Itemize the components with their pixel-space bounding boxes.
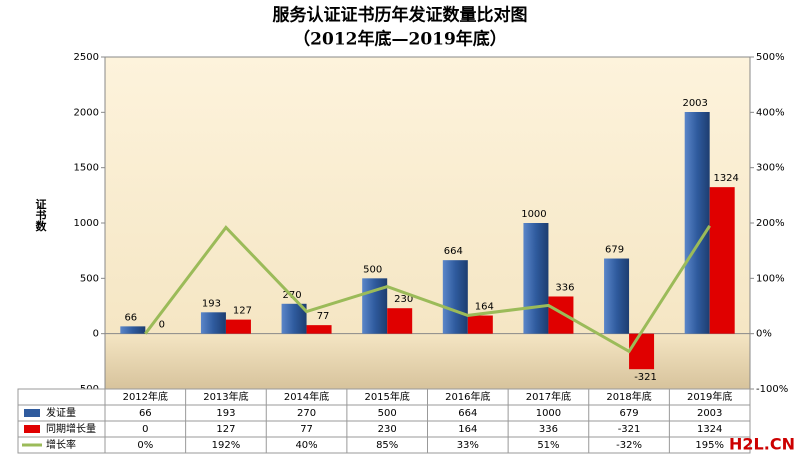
table-cell: 270 (297, 408, 316, 419)
bar (709, 187, 735, 334)
table-cell: -32% (616, 440, 642, 451)
y-tick-label: 500 (80, 273, 99, 284)
chart-subtitle: （2012年底—2019年底） (293, 29, 507, 50)
x-tick-label: 2017年底 (526, 390, 571, 403)
y-tick-label: 1500 (74, 163, 99, 174)
legend-key (24, 409, 40, 417)
table-cell: 77 (300, 424, 313, 435)
table-cell: 500 (378, 408, 397, 419)
table-cell: 664 (458, 408, 477, 419)
legend-key (24, 425, 40, 433)
bar-value-label: 77 (317, 311, 330, 322)
table-cell: 85% (376, 440, 398, 451)
y-tick-label: 2000 (74, 107, 99, 118)
bar (523, 223, 549, 334)
watermark: H2L.CN (729, 435, 795, 454)
x-tick-label: 2016年底 (445, 390, 490, 403)
legend-label: 同期增长量 (46, 422, 96, 435)
bar (684, 112, 710, 334)
bar-value-label: 336 (555, 282, 574, 293)
table-cell: 33% (457, 440, 479, 451)
bar-value-label: 664 (444, 246, 463, 257)
bar (200, 312, 226, 334)
bar-value-label: 500 (363, 264, 382, 275)
y2-tick-label: 200% (756, 218, 785, 229)
y2-tick-label: 500% (756, 52, 785, 63)
y-tick-label: 0 (93, 329, 99, 340)
table-cell: 1000 (536, 408, 561, 419)
bar-value-label: 127 (233, 306, 252, 317)
table-cell: 0% (137, 440, 153, 451)
table-cell: 127 (216, 424, 235, 435)
table-cell: 51% (537, 440, 559, 451)
table-cell: 192% (212, 440, 241, 451)
bar (387, 308, 413, 334)
x-tick-label: 2014年底 (284, 390, 329, 403)
bar (604, 258, 630, 334)
bar (120, 326, 146, 334)
bar-value-label: -321 (634, 372, 657, 383)
y-axis-label: 证书数 (34, 198, 47, 232)
table-cell: 195% (695, 440, 724, 451)
legend-label: 发证量 (46, 406, 76, 419)
table-cell: -321 (618, 424, 641, 435)
x-tick-label: 2015年底 (364, 390, 409, 403)
bar (442, 260, 468, 334)
table-cell: 230 (378, 424, 397, 435)
bar (548, 296, 574, 334)
table-cell: 66 (139, 408, 152, 419)
bar (467, 315, 493, 334)
y-tick-label: 1000 (74, 218, 99, 229)
y2-tick-label: 400% (756, 107, 785, 118)
table-cell: 679 (620, 408, 639, 419)
bar-value-label: 0 (159, 320, 165, 331)
table-cell: 336 (539, 424, 558, 435)
x-tick-label: 2013年底 (203, 390, 248, 403)
bar-value-label: 1324 (713, 173, 738, 184)
y2-tick-label: 0% (756, 329, 772, 340)
chart-title: 服务认证证书历年发证数量比对图 (273, 5, 528, 26)
bar (225, 319, 251, 334)
table-cell: 1324 (697, 424, 722, 435)
y2-tick-label: 300% (756, 163, 785, 174)
x-tick-label: 2018年底 (606, 390, 651, 403)
table-cell: 164 (458, 424, 477, 435)
table-cell: 0 (142, 424, 148, 435)
x-tick-label: 2012年底 (123, 390, 168, 403)
bar-value-label: 164 (475, 302, 494, 313)
bar-value-label: 193 (202, 298, 221, 309)
table-cell: 193 (216, 408, 235, 419)
y2-tick-label: -100% (756, 384, 788, 395)
bar (629, 333, 655, 370)
bar-value-label: 230 (394, 294, 413, 305)
table-cell: 40% (295, 440, 317, 451)
line (144, 224, 711, 354)
bar (306, 325, 332, 334)
x-tick-label: 2019年底 (687, 390, 732, 403)
legend-label: 增长率 (46, 438, 76, 451)
bar-value-label: 679 (605, 245, 624, 256)
bar-value-label: 2003 (682, 98, 707, 109)
table-cell: 2003 (697, 408, 722, 419)
bar-value-label: 66 (124, 312, 137, 323)
y2-tick-label: 100% (756, 273, 785, 284)
y-tick-label: 2500 (74, 52, 99, 63)
bar-value-label: 1000 (521, 209, 546, 220)
